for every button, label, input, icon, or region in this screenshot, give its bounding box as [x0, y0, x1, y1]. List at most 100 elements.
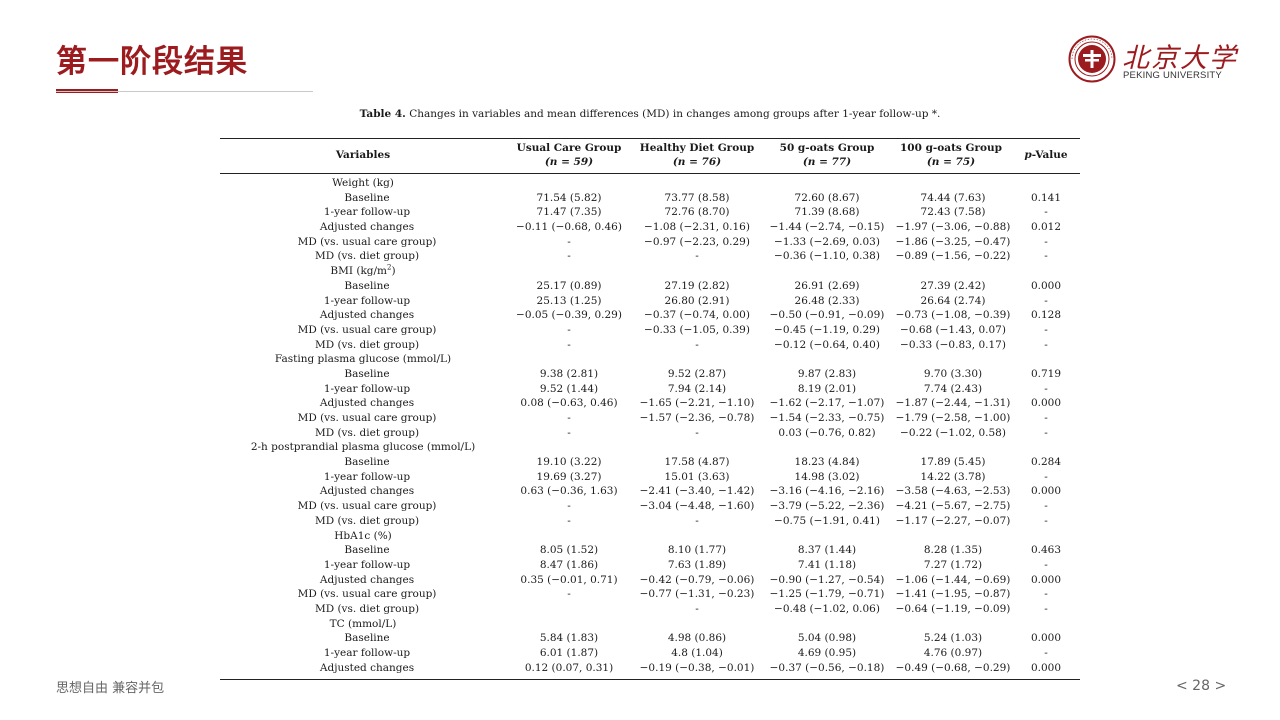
table-row: Baseline 5.84 (1.83) 4.98 (0.86) 5.04 (0.98… — [220, 631, 1080, 646]
logo-chinese-name: 北京大学 — [1122, 43, 1238, 74]
table-row: Baseline 25.17 (0.89) 27.19 (2.82) 26.91 (2… — [220, 279, 1080, 294]
cell-p-value: - — [1044, 500, 1048, 513]
table-top-rule — [220, 138, 1080, 139]
header-50g-oats: 50 g-oats Group (n = 77) — [757, 142, 897, 169]
cell-100g-oats: −0.49 (−0.68, −0.29) — [895, 661, 1011, 674]
row-label: 1-year follow-up — [323, 382, 411, 395]
section-label: 2-h postprandial plasma glucose (mmol/L) — [242, 440, 484, 455]
table-row: Adjusted changes 0.08 (−0.63, 0.46) −1.65 … — [220, 396, 1080, 411]
section-label-text: HbA1c (%) — [334, 529, 392, 542]
cell-100g-oats: −3.58 (−4.63, −2.53) — [895, 485, 1011, 498]
row-label: MD (vs. diet group) — [314, 426, 420, 439]
table-caption: Table 4. Changes in variables and mean d… — [220, 108, 1080, 120]
title-divider — [56, 91, 313, 92]
cell-healthy-diet: −2.41 (−3.40, −1.42) — [639, 485, 755, 498]
cell-100g-oats: −0.73 (−1.08, −0.39) — [895, 309, 1011, 322]
cell-healthy-diet: 7.94 (2.14) — [667, 382, 727, 395]
header-usual-care-n: (n = 59) — [544, 155, 594, 168]
cell-usual-care: −0.11 (−0.68, 0.46) — [516, 221, 622, 234]
cell-p-value: - — [1044, 382, 1048, 395]
table-section-row: BMI (kg/m2) — [220, 264, 1080, 279]
cell-p-value: - — [1044, 426, 1048, 439]
table-row: Baseline 9.38 (2.81) 9.52 (2.87) 9.87 (2.83… — [220, 367, 1080, 382]
table-section-row: Weight (kg) — [220, 176, 1080, 191]
cell-50g-oats: 4.69 (0.95) — [797, 647, 857, 659]
row-label: MD (vs. diet group) — [314, 602, 420, 615]
table-row: MD (vs. diet group) - −0.48 (−1.02, 0.06) −… — [220, 602, 1080, 617]
section-label: TC (mmol/L) — [242, 617, 484, 632]
table-row: Adjusted changes 0.12 (0.07, 0.31) −0.19 (… — [220, 661, 1080, 676]
row-label: MD (vs. usual care group) — [297, 500, 437, 513]
cell-100g-oats: −1.86 (−3.25, −0.47) — [895, 235, 1011, 248]
cell-healthy-diet: −1.65 (−2.21, −1.10) — [639, 397, 755, 410]
table-row: 1-year follow-up 25.13 (1.25) 26.80 (2.91)… — [220, 294, 1080, 309]
cell-usual-care: 71.47 (7.35) — [536, 206, 602, 219]
row-label: 1-year follow-up — [323, 647, 411, 659]
cell-healthy-diet: −3.04 (−4.48, −1.60) — [639, 500, 755, 513]
header-50g-oats-n: (n = 77) — [802, 155, 852, 168]
cell-100g-oats: −1.17 (−2.27, −0.07) — [895, 514, 1011, 527]
row-label: Baseline — [344, 279, 390, 292]
cell-50g-oats: −1.25 (−1.79, −0.71) — [769, 588, 885, 601]
header-variables: Variables — [335, 149, 391, 161]
cell-healthy-diet: 8.10 (1.77) — [667, 544, 727, 557]
cell-usual-care: 19.69 (3.27) — [536, 470, 602, 483]
table-row: Adjusted changes −0.11 (−0.68, 0.46) −1.08… — [220, 220, 1080, 235]
table-row: MD (vs. diet group) - - −0.75 (−1.91, 0.41)… — [220, 514, 1080, 529]
table-row: MD (vs. usual care group) - −3.04 (−4.48, … — [220, 499, 1080, 514]
cell-p-value: 0.128 — [1030, 309, 1062, 322]
cell-50g-oats: 7.41 (1.18) — [797, 558, 857, 571]
section-label: HbA1c (%) — [242, 529, 484, 544]
cell-usual-care: - — [567, 588, 571, 601]
cell-p-value: - — [1044, 206, 1048, 219]
cell-50g-oats: −3.16 (−4.16, −2.16) — [769, 485, 885, 498]
header-healthy-diet-label: Healthy Diet Group — [639, 142, 755, 154]
cell-p-value: 0.000 — [1030, 632, 1062, 645]
row-label: Baseline — [344, 191, 390, 204]
table-row: MD (vs. diet group) - - 0.03 (−0.76, 0.82) −… — [220, 426, 1080, 441]
cell-50g-oats: −1.33 (−2.69, 0.03) — [774, 235, 880, 248]
section-label-text: Weight (kg) — [332, 177, 394, 189]
cell-healthy-diet: 26.80 (2.91) — [664, 294, 730, 307]
cell-p-value: 0.000 — [1030, 397, 1062, 410]
row-label: 1-year follow-up — [323, 470, 411, 483]
row-label: Baseline — [344, 367, 390, 380]
cell-100g-oats: −4.21 (−5.67, −2.75) — [895, 500, 1011, 513]
cell-50g-oats: 26.48 (2.33) — [794, 294, 860, 307]
cell-usual-care: - — [567, 338, 571, 351]
logo-english-name: PEKING UNIVERSITY — [1123, 70, 1222, 81]
cell-100g-oats: 7.27 (1.72) — [923, 558, 983, 571]
cell-100g-oats: −0.33 (−0.83, 0.17) — [900, 338, 1006, 351]
section-label: Fasting plasma glucose (mmol/L) — [242, 352, 484, 367]
table-row: Adjusted changes 0.63 (−0.36, 1.63) −2.41 … — [220, 484, 1080, 499]
table-row: 1-year follow-up 9.52 (1.44) 7.94 (2.14) 8.… — [220, 382, 1080, 397]
cell-healthy-diet: −0.77 (−1.31, −0.23) — [639, 588, 755, 601]
cell-healthy-diet: 4.98 (0.86) — [667, 632, 727, 645]
cell-p-value: 0.000 — [1030, 485, 1062, 498]
table-body: Weight (kg) Baseline 71.54 (5.82) 73.77 (8.… — [220, 176, 1080, 675]
cell-healthy-diet: 72.76 (8.70) — [664, 206, 730, 219]
row-label: Baseline — [344, 544, 390, 557]
cell-100g-oats: 26.64 (2.74) — [920, 294, 986, 307]
cell-healthy-diet: 7.63 (1.89) — [667, 558, 727, 571]
cell-50g-oats: 8.19 (2.01) — [797, 382, 857, 395]
row-label: Adjusted changes — [319, 485, 415, 498]
cell-50g-oats: −1.62 (−2.17, −1.07) — [769, 397, 885, 410]
header-usual-care-label: Usual Care Group — [516, 142, 622, 154]
caption-text: Changes in variables and mean difference… — [409, 108, 941, 120]
caption-label: Table 4. — [359, 108, 406, 120]
cell-50g-oats: 14.98 (3.02) — [794, 470, 860, 483]
section-label-text: Fasting plasma glucose (mmol/L) — [274, 353, 452, 366]
cell-usual-care: 9.52 (1.44) — [539, 382, 599, 395]
row-label: Adjusted changes — [319, 221, 415, 234]
cell-healthy-diet: 15.01 (3.63) — [664, 470, 730, 483]
university-logo: 北京大学 PEKING UNIVERSITY — [1068, 35, 1238, 85]
cell-healthy-diet: 17.58 (4.87) — [664, 456, 730, 469]
cell-100g-oats: 5.24 (1.03) — [923, 632, 983, 645]
cell-healthy-diet: 9.52 (2.87) — [667, 367, 727, 380]
cell-50g-oats: 18.23 (4.84) — [794, 456, 860, 469]
cell-usual-care: - — [567, 323, 571, 336]
cell-usual-care: - — [567, 514, 571, 527]
cell-p-value: - — [1044, 323, 1048, 336]
cell-50g-oats: −0.45 (−1.19, 0.29) — [774, 323, 880, 336]
